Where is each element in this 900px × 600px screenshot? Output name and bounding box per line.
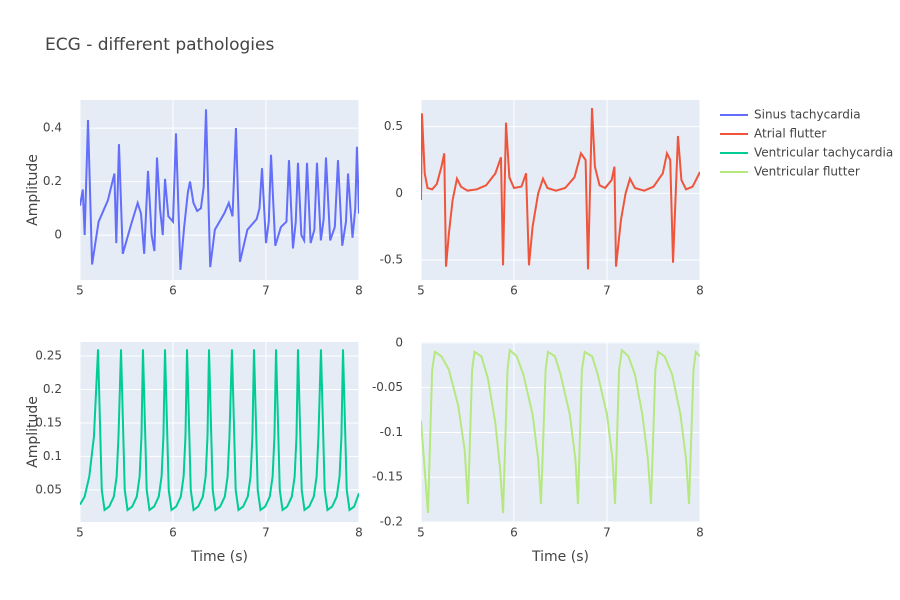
line-series bbox=[421, 347, 700, 514]
y-tick-label: 0 bbox=[395, 186, 403, 200]
legend-label: Sinus tachycardia bbox=[754, 108, 861, 122]
y-tick-label: -0.5 bbox=[380, 253, 403, 267]
legend-label: Ventricular tachycardia bbox=[754, 146, 893, 160]
legend-item: Sinus tachycardia bbox=[720, 108, 861, 122]
x-tick-label: 7 bbox=[603, 526, 611, 540]
legend-label: Ventricular flutter bbox=[754, 165, 860, 179]
y-tick-label: 0.4 bbox=[43, 121, 62, 135]
y-tick-label: -0.05 bbox=[372, 380, 403, 394]
y-tick-label: -0.2 bbox=[380, 515, 403, 529]
x-tick-label: 6 bbox=[510, 284, 518, 298]
plot-background bbox=[80, 342, 359, 522]
y-tick-label: 0.15 bbox=[35, 415, 62, 429]
x-tick-label: 8 bbox=[355, 526, 363, 540]
x-tick-label: 6 bbox=[510, 526, 518, 540]
x-tick-label: 8 bbox=[696, 284, 704, 298]
y-tick-label: 0 bbox=[395, 335, 403, 349]
x-tick-label: 5 bbox=[417, 526, 425, 540]
y-axis-title: Amplitude bbox=[25, 154, 41, 226]
x-tick-label: 5 bbox=[76, 526, 84, 540]
plot-background bbox=[80, 100, 359, 280]
y-tick-label: 0 bbox=[54, 228, 62, 242]
figure-title: ECG - different pathologies bbox=[45, 35, 274, 55]
x-tick-label: 7 bbox=[262, 284, 270, 298]
x-tick-label: 7 bbox=[603, 284, 611, 298]
y-tick-label: -0.1 bbox=[380, 425, 403, 439]
y-tick-label: 0.25 bbox=[35, 349, 62, 363]
y-tick-label: -0.15 bbox=[372, 470, 403, 484]
legend-item: Ventricular flutter bbox=[720, 165, 860, 179]
line-series bbox=[421, 107, 700, 270]
y-tick-label: 0.2 bbox=[43, 382, 62, 396]
y-tick-label: 0.1 bbox=[43, 449, 62, 463]
x-tick-label: 7 bbox=[262, 526, 270, 540]
x-axis-title: Time (s) bbox=[531, 549, 589, 565]
x-tick-label: 8 bbox=[696, 526, 704, 540]
line-series bbox=[80, 109, 359, 270]
x-tick-label: 8 bbox=[355, 284, 363, 298]
x-axis-title: Time (s) bbox=[190, 549, 248, 565]
x-tick-label: 6 bbox=[169, 526, 177, 540]
x-tick-label: 5 bbox=[76, 284, 84, 298]
x-tick-label: 5 bbox=[417, 284, 425, 298]
x-tick-label: 6 bbox=[169, 284, 177, 298]
y-tick-label: 0.05 bbox=[35, 482, 62, 496]
line-series bbox=[80, 349, 359, 512]
y-axis-title: Amplitude bbox=[25, 396, 41, 468]
legend-item: Atrial flutter bbox=[720, 127, 826, 141]
y-tick-label: 0.2 bbox=[43, 174, 62, 188]
y-tick-label: 0.5 bbox=[384, 119, 403, 133]
legend-item: Ventricular tachycardia bbox=[720, 146, 893, 160]
legend-label: Atrial flutter bbox=[754, 127, 826, 141]
